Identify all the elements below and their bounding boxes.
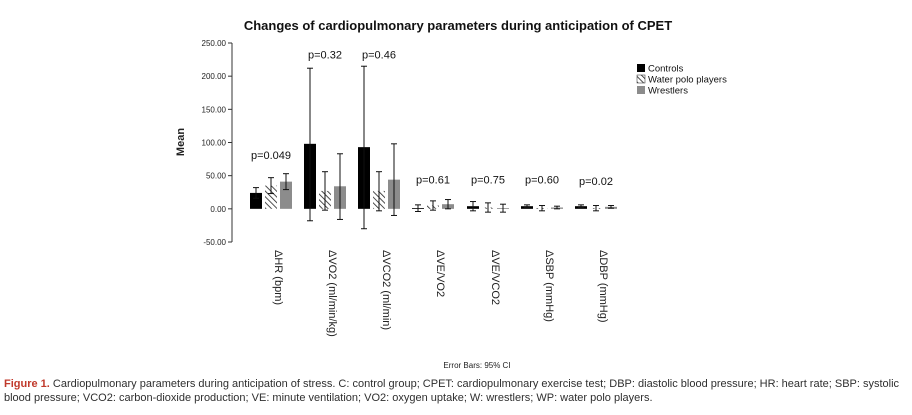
legend-swatch: [637, 64, 645, 72]
legend-swatch: [637, 86, 645, 94]
bar: [280, 181, 292, 209]
x-category-label: ΔDBP (mmHg): [597, 250, 609, 323]
p-value-label: p=0.02: [579, 176, 613, 188]
y-tick-label: 150.00: [202, 105, 227, 114]
legend-label: Wrestlers: [648, 86, 688, 97]
x-category-label: ΔHR (bpm): [272, 250, 284, 305]
y-tick-label: 50.00: [206, 172, 227, 181]
p-value-label: p=0.46: [362, 49, 396, 61]
bar: [265, 185, 277, 209]
y-tick-label: 0.00: [210, 205, 226, 214]
chart: Changes of cardiopulmonary parameters du…: [175, 18, 727, 370]
p-value-label: p=0.61: [416, 175, 450, 187]
p-value-label: p=0.60: [525, 175, 559, 187]
plot-area: p=0.049 ΔHR (bpm) p=0.32 ΔVO2 (ml/min/kg) p=…: [250, 49, 617, 337]
y-axis-label: Mean: [175, 128, 187, 156]
y-tick-label: -50.00: [203, 238, 226, 247]
caption-text: Cardiopulmonary parameters during antici…: [4, 378, 900, 404]
p-value-label: p=0.75: [471, 175, 505, 187]
x-category-label: ΔVE/VO2: [434, 250, 446, 297]
y-tick-label: 250.00: [202, 39, 227, 48]
p-value-label: p=0.049: [251, 150, 291, 162]
figure-caption: Figure 1. Cardiopulmonary parameters dur…: [4, 377, 904, 405]
figure-label: Figure 1.: [4, 378, 50, 390]
x-category-label: ΔVO2 (ml/min/kg): [326, 250, 338, 337]
y-tick-label: 200.00: [202, 72, 227, 81]
chart-title: Changes of cardiopulmonary parameters du…: [244, 18, 672, 33]
x-category-label: ΔVCO2 (ml/min): [380, 250, 392, 330]
legend-label: Controls: [648, 64, 684, 75]
bar: [250, 192, 262, 209]
legend-label: Water polo players: [648, 75, 727, 86]
x-category-label: ΔVE/VCO2: [489, 250, 501, 305]
p-value-label: p=0.32: [308, 49, 342, 61]
x-category-label: ΔSBP (mmHg): [543, 250, 555, 322]
legend-swatch: [636, 74, 646, 84]
y-axis: 250.00 200.00 150.00 100.00 50.00 0.00 -50.00: [202, 39, 233, 247]
error-bars-note: Error Bars: 95% CI: [443, 361, 510, 370]
y-tick-label: 100.00: [202, 139, 227, 148]
